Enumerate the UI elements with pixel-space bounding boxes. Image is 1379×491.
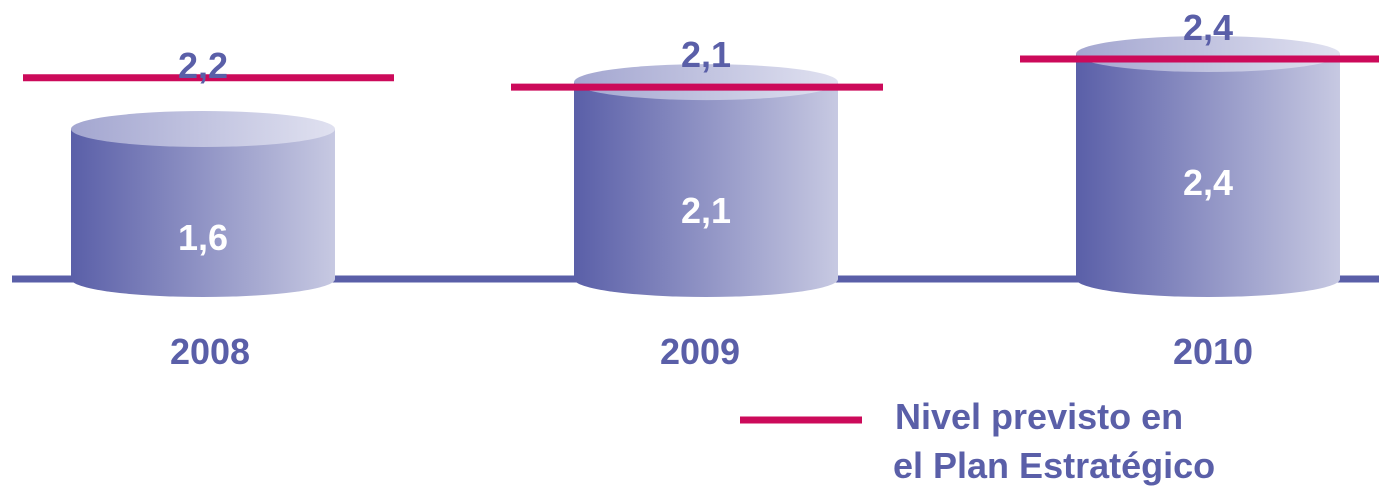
cylinder-bar-2009 [574, 64, 838, 297]
x-tick-label-2008: 2008 [170, 331, 250, 372]
cylinder-bar-2008 [71, 111, 335, 297]
bar-value-label-2010: 2,4 [1183, 162, 1233, 203]
cylinder-bar-2010 [1076, 36, 1340, 297]
bar-value-label-2009: 2,1 [681, 190, 731, 231]
bar-value-label-2008: 1,6 [178, 217, 228, 258]
target-value-label-2009: 2,1 [681, 34, 731, 75]
legend-label-line2: el Plan Estratégico [893, 445, 1215, 486]
x-tick-label-2009: 2009 [660, 331, 740, 372]
legend-label-line1: Nivel previsto en [895, 396, 1183, 437]
target-value-label-2010: 2,4 [1183, 7, 1233, 48]
target-value-label-2008: 2,2 [178, 45, 228, 86]
legend: Nivel previsto en el Plan Estratégico [740, 396, 1215, 486]
x-tick-label-2010: 2010 [1173, 331, 1253, 372]
